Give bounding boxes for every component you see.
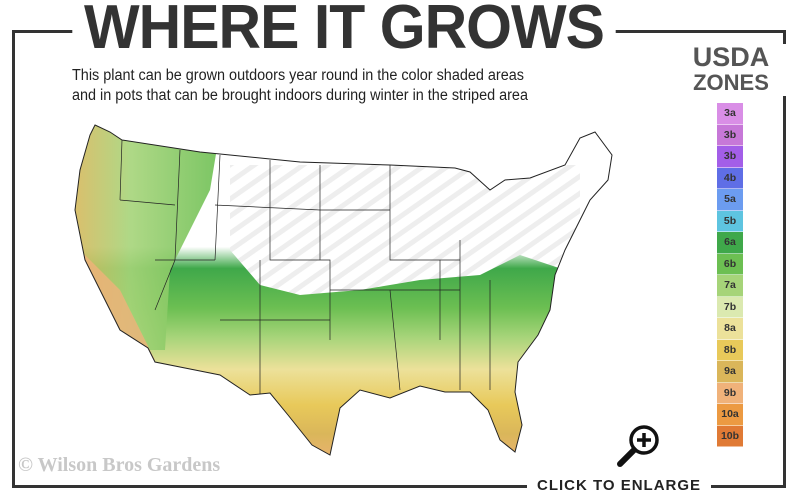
legend-zone-3b: 3b [717,124,743,146]
legend-zone-5b: 5b [717,210,743,232]
legend-zone-9a: 9a [717,361,743,383]
legend-zone-4b: 4b [717,167,743,189]
legend-zone-9b: 9b [717,382,743,404]
zone-legend: 3a 3b 3b 4b 5a 5b 6a 6b 7a 7b 8a 8b 9a 9b 10a 10b [717,103,743,447]
us-zone-map[interactable] [60,110,620,470]
coastal-zone-fill [75,240,155,360]
striped-area [230,165,580,295]
legend-zone-6b: 6b [717,253,743,275]
legend-title-usda: USDA [692,42,770,72]
subtitle-line-1: This plant can be grown outdoors year ro… [72,67,524,84]
legend-zone-3a: 3a [717,103,743,125]
watermark: © Wilson Bros Gardens [18,454,221,476]
legend-zone-6a: 6a [717,232,743,254]
legend-zone-10b: 10b [717,425,743,447]
legend-zone-3b: 3b [717,146,743,168]
legend-zone-7a: 7a [717,275,743,297]
legend-zone-7b: 7b [717,296,743,318]
state-borders [119,139,491,395]
legend-title-zones: ZONES [693,70,769,95]
zoom-in-magnifier-icon[interactable] [612,422,668,470]
legend-title: USDA ZONES [676,44,786,96]
legend-zone-10a: 10a [717,404,743,426]
legend-zone-8b: 8b [717,339,743,361]
click-to-enlarge-button[interactable]: CLICK TO ENLARGE [527,476,712,496]
subtitle: This plant can be grown outdoors year ro… [72,66,528,106]
legend-zone-8a: 8a [717,318,743,340]
us-outline [74,124,613,456]
page-title: WHERE IT GROWS [72,0,616,59]
subtitle-line-2: and in pots that can be brought indoors … [72,87,528,104]
legend-zone-5a: 5a [717,189,743,211]
